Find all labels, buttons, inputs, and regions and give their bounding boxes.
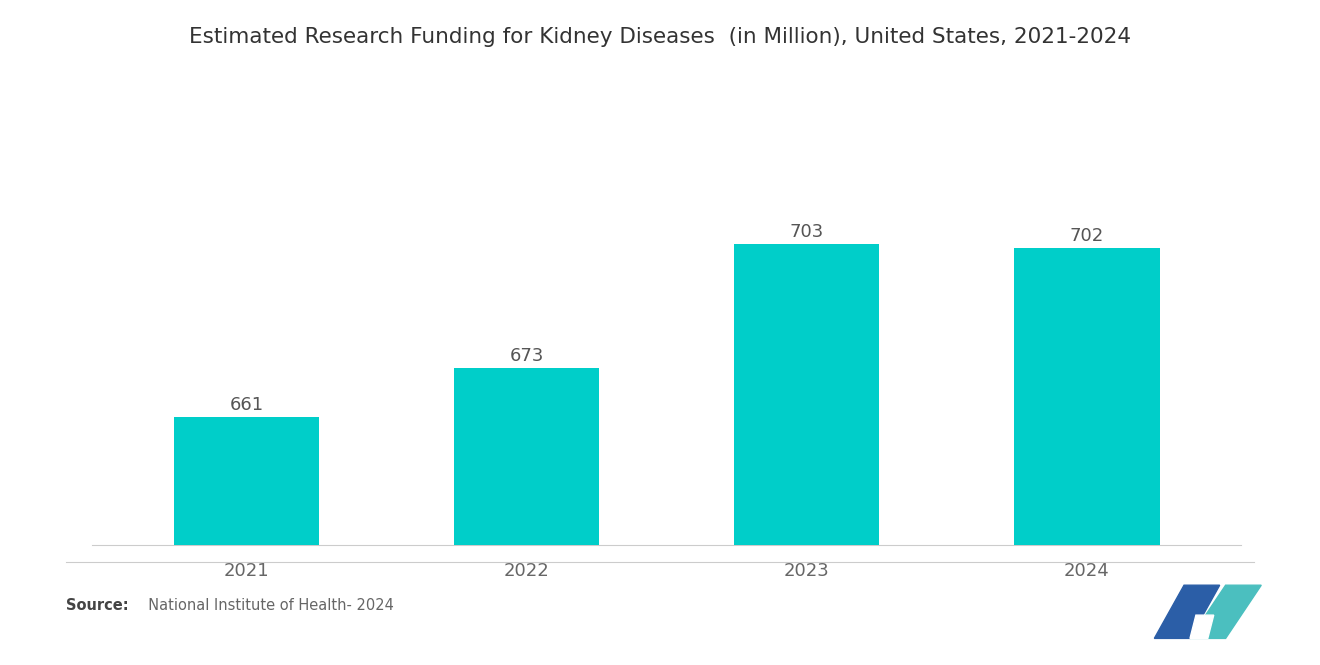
Bar xyxy=(1014,249,1159,545)
Text: National Institute of Health- 2024: National Institute of Health- 2024 xyxy=(139,598,393,612)
Bar xyxy=(454,368,599,545)
Polygon shape xyxy=(1191,585,1262,638)
Text: Estimated Research Funding for Kidney Diseases  (in Million), United States, 202: Estimated Research Funding for Kidney Di… xyxy=(189,27,1131,47)
Text: 703: 703 xyxy=(789,223,824,241)
Bar xyxy=(174,418,319,545)
Polygon shape xyxy=(1154,585,1220,638)
Polygon shape xyxy=(1191,615,1214,638)
Text: 702: 702 xyxy=(1069,227,1104,245)
Text: Source:: Source: xyxy=(66,598,128,612)
Text: 673: 673 xyxy=(510,346,544,364)
Text: 661: 661 xyxy=(230,396,264,414)
Bar xyxy=(734,244,879,545)
